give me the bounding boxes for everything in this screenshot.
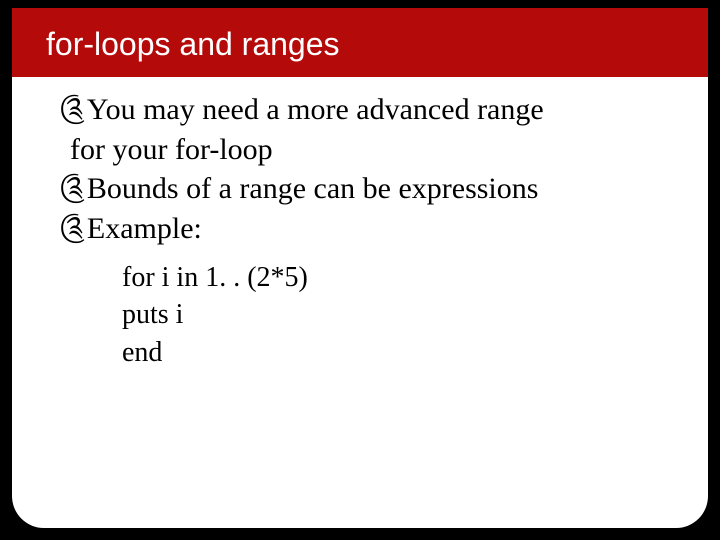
code-line: puts i <box>122 296 680 334</box>
bullet-text: You may need a more advanced range <box>87 91 544 129</box>
bullet-item: ༊ Bounds of a range can be expressions <box>60 170 680 208</box>
bullet-continuation: for your for-loop <box>70 131 680 169</box>
bullet-icon: ༊ <box>60 209 85 245</box>
code-block: for i in 1. . (2*5) puts i end <box>122 259 680 372</box>
slide-content: ༊ You may need a more advanced range for… <box>12 77 708 372</box>
bullet-item: ༊ You may need a more advanced range <box>60 91 680 129</box>
bullet-text: Example: <box>87 210 202 248</box>
slide-header: for-loops and ranges <box>12 8 708 77</box>
bullet-text: Bounds of a range can be expressions <box>87 170 539 208</box>
code-line: end <box>122 334 680 372</box>
bullet-item: ༊ Example: <box>60 210 680 248</box>
slide-title: for-loops and ranges <box>46 26 674 63</box>
bullet-icon: ༊ <box>60 90 85 126</box>
code-line: for i in 1. . (2*5) <box>122 259 680 297</box>
bullet-icon: ༊ <box>60 169 85 205</box>
slide-card: for-loops and ranges ༊ You may need a mo… <box>12 8 708 528</box>
